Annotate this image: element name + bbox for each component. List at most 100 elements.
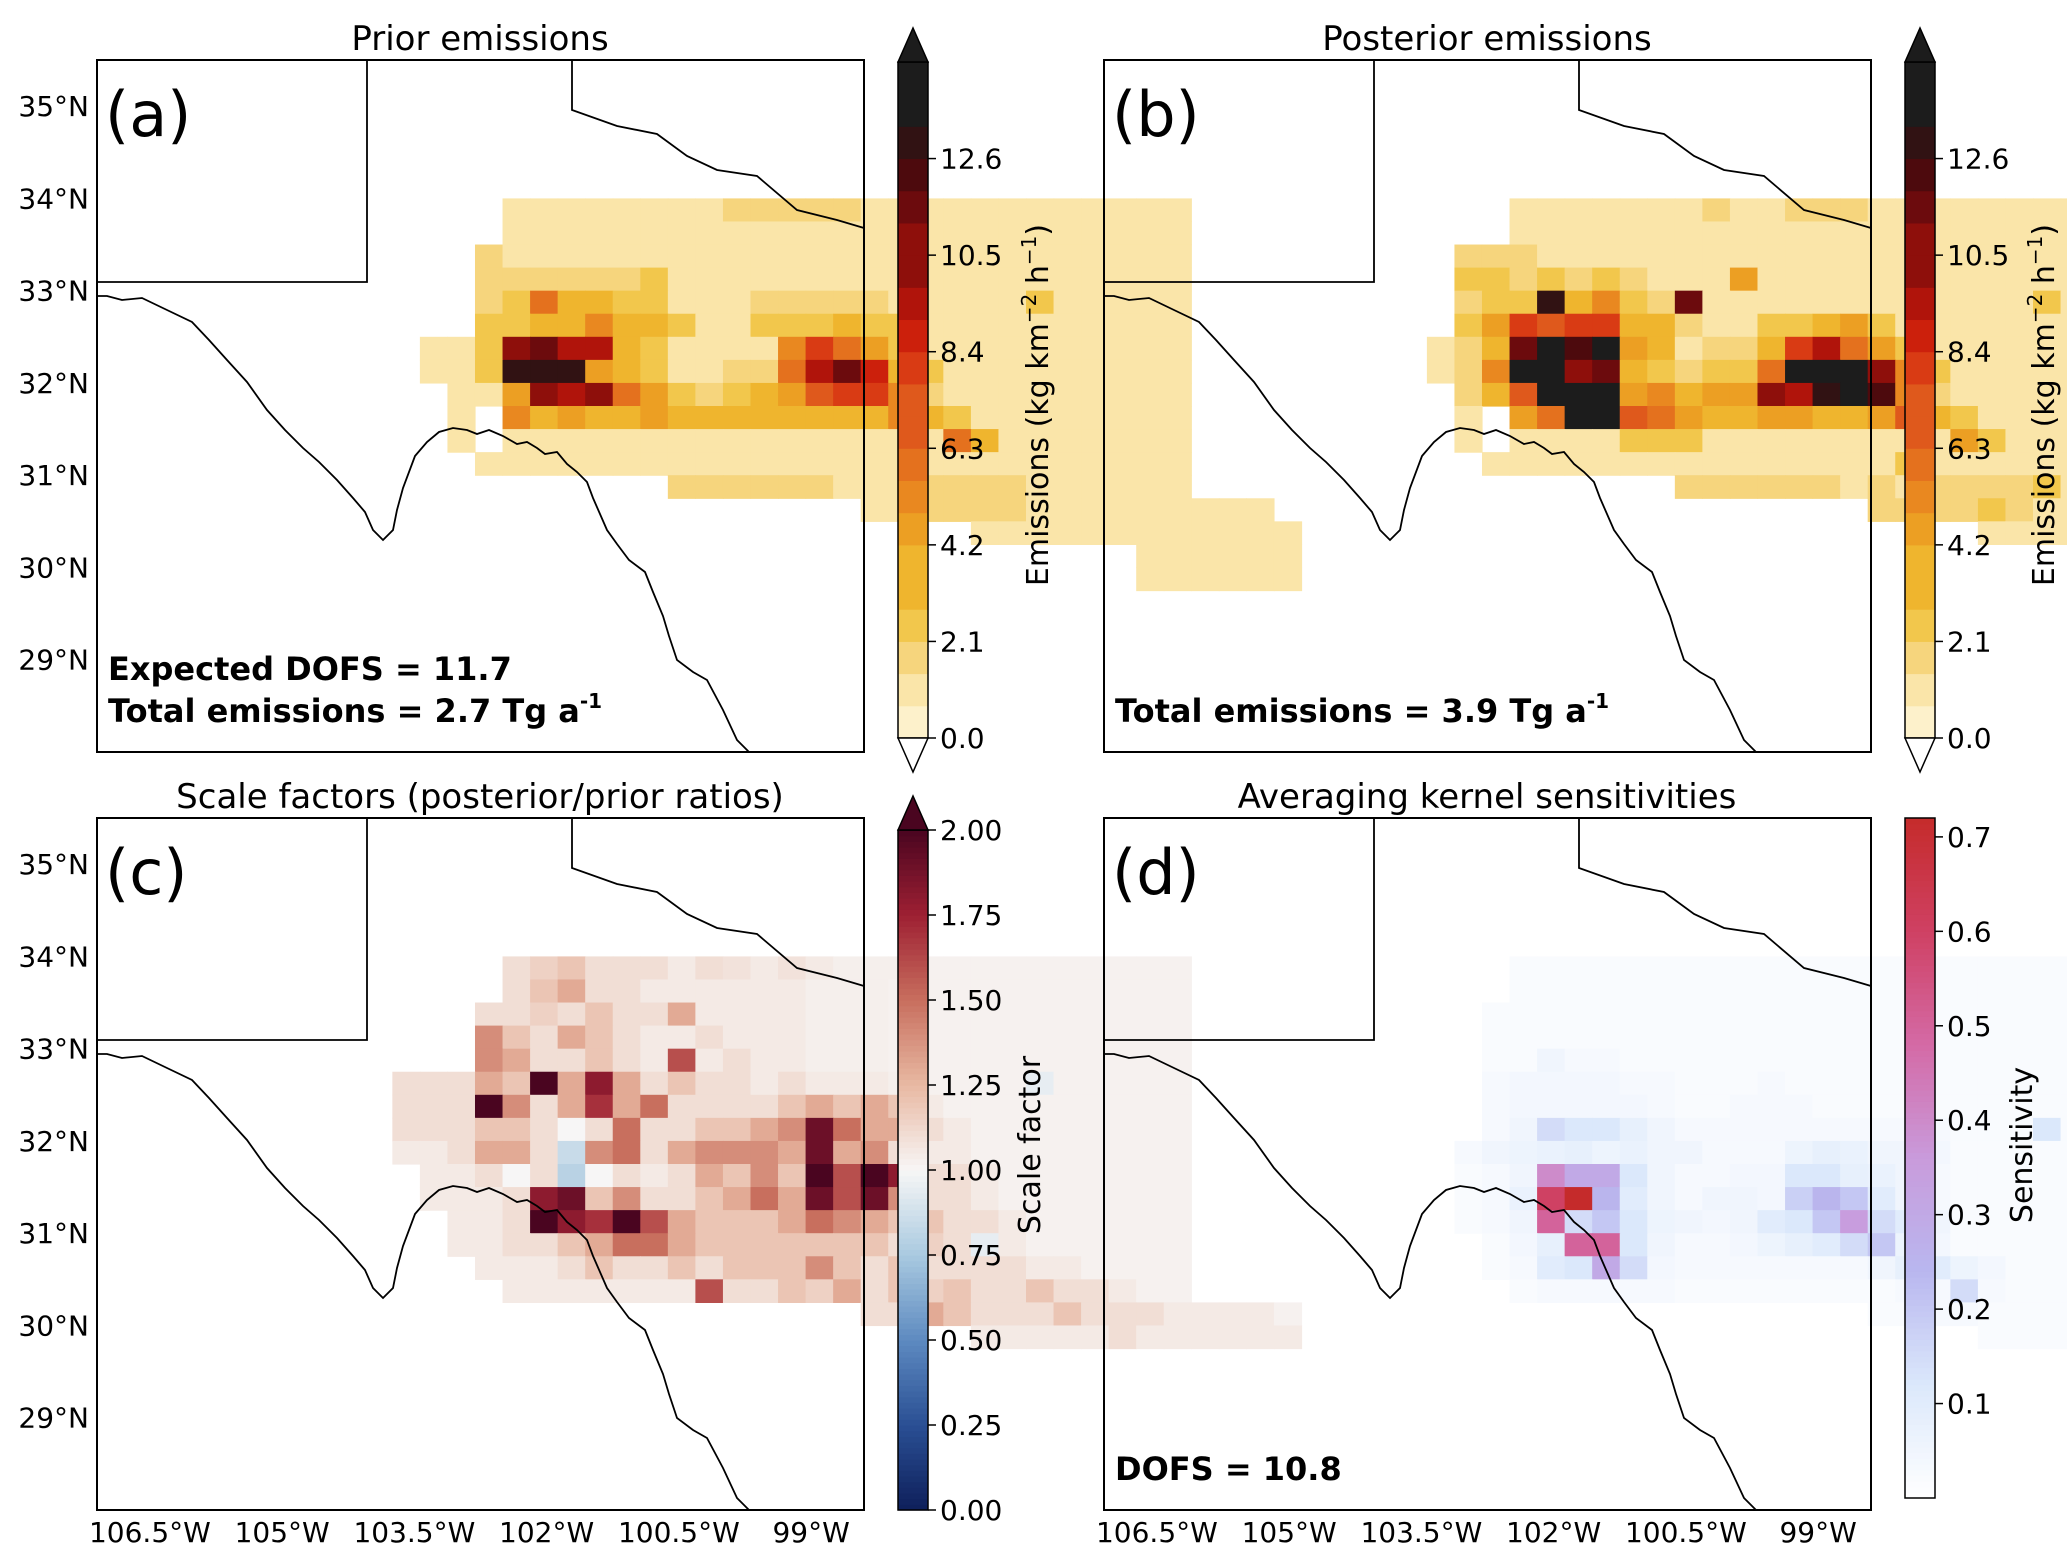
grid-cell xyxy=(1053,1256,1082,1280)
grid-cell xyxy=(1426,336,1456,361)
grid-cell xyxy=(860,1025,889,1050)
grid-cell xyxy=(1081,1233,1110,1257)
grid-cell xyxy=(1592,1164,1621,1188)
grid-cell xyxy=(1163,1071,1192,1096)
grid-cell xyxy=(612,313,641,338)
grid-cell xyxy=(1081,1210,1110,1234)
panhandle-border xyxy=(1578,818,1872,987)
grid-cell xyxy=(722,1025,752,1050)
grid-cell xyxy=(1081,336,1110,361)
grid-cell xyxy=(1867,221,1896,246)
grid-cell xyxy=(1053,336,1082,361)
colorbar-segment xyxy=(898,448,928,481)
grid-cell xyxy=(1108,1140,1137,1165)
grid-cell xyxy=(860,244,889,269)
grid-cell xyxy=(667,1256,696,1280)
grid-cell xyxy=(1757,1094,1786,1119)
colorbar-segment xyxy=(898,920,928,927)
grid-cell xyxy=(943,429,972,453)
grid-cell xyxy=(2033,1048,2062,1073)
grid-cell xyxy=(943,290,972,315)
grid-cell xyxy=(1053,979,1082,1004)
grid-cell xyxy=(1026,452,1055,476)
grid-cell xyxy=(1454,1187,1483,1211)
grid-cell xyxy=(1026,1256,1055,1280)
grid-cell xyxy=(1564,1164,1593,1188)
colorbar-segment xyxy=(898,62,928,95)
grid-cell xyxy=(778,290,807,315)
grid-cell xyxy=(1702,406,1731,430)
grid-cell xyxy=(640,1210,669,1234)
grid-cell xyxy=(750,336,779,361)
grid-cell xyxy=(1950,336,1979,361)
grid-cell xyxy=(970,498,1000,522)
grid-cell xyxy=(943,1117,972,1142)
grid-cell xyxy=(502,1140,531,1165)
grid-cell xyxy=(998,267,1027,292)
grid-cell xyxy=(860,475,889,499)
colorbar-segment xyxy=(1905,544,1935,578)
grid-cell xyxy=(1053,1094,1082,1119)
grid-cell xyxy=(1108,198,1137,223)
grid-cell xyxy=(695,244,724,269)
grid-cell xyxy=(1136,1325,1165,1350)
grid-cell xyxy=(612,290,641,315)
colorbar-segment xyxy=(898,1175,928,1182)
grid-cell xyxy=(1136,244,1165,269)
colorbar-segment xyxy=(898,830,928,837)
grid-cell xyxy=(1647,1071,1676,1096)
grid-cell xyxy=(1081,1140,1110,1165)
grid-cell xyxy=(805,1164,834,1188)
grid-cell xyxy=(1163,1048,1192,1073)
grid-cell xyxy=(2005,1279,2034,1303)
grid-cell xyxy=(1509,1140,1538,1165)
grid-cell xyxy=(667,267,696,292)
colorbar-segment xyxy=(1905,829,1935,836)
panel-a-colorbar-label: Emissions (kg km−2 h−1) xyxy=(1017,224,1056,586)
grid-cell xyxy=(1785,1140,1814,1165)
colorbar-segment xyxy=(898,416,928,449)
grid-cell xyxy=(585,1071,614,1096)
grid-cell xyxy=(1674,290,1703,315)
grid-cell xyxy=(722,267,752,292)
grid-cell xyxy=(1246,1302,1275,1327)
grid-cell xyxy=(1026,336,1055,361)
colorbar-segment xyxy=(1905,988,1935,995)
grid-cell xyxy=(1454,1164,1483,1188)
grid-cell xyxy=(833,1233,862,1257)
grid-cell xyxy=(833,1117,862,1142)
grid-cell xyxy=(1592,336,1621,361)
grid-cell xyxy=(1647,956,1676,981)
grid-cell xyxy=(1081,1002,1110,1027)
grid-cell xyxy=(1053,475,1082,499)
grid-cell xyxy=(1108,1002,1137,1027)
colorbar-tick-label: 1.00 xyxy=(940,1154,1002,1187)
grid-cell xyxy=(2060,1233,2067,1257)
grid-cell xyxy=(1619,313,1648,338)
colorbar-tick-label: 0.2 xyxy=(1947,1293,1992,1326)
colorbar-segment xyxy=(898,94,928,127)
grid-cell xyxy=(1812,429,1841,453)
grid-cell xyxy=(1026,267,1055,292)
grid-cell xyxy=(695,359,724,384)
grid-cell xyxy=(447,1140,476,1165)
colorbar-segment xyxy=(898,1453,928,1460)
colorbar-segment xyxy=(1905,383,1935,417)
grid-cell xyxy=(1647,1210,1676,1234)
colorbar-segment xyxy=(898,1464,928,1471)
colorbar-tick-label: 2.1 xyxy=(1947,625,1992,658)
grid-cell xyxy=(833,1210,862,1234)
colorbar-segment xyxy=(1905,1146,1935,1153)
grid-cell xyxy=(750,1187,779,1211)
grid-cell xyxy=(1136,1187,1165,1211)
lon-tick-label: 102°W xyxy=(499,1516,594,1545)
grid-cell xyxy=(502,290,531,315)
grid-cell xyxy=(1977,1094,2007,1119)
mexico-border xyxy=(97,1053,750,1511)
grid-cell xyxy=(2005,452,2034,476)
colorbar-segment xyxy=(1905,1180,1935,1187)
grid-cell xyxy=(2033,1025,2062,1050)
grid-cell xyxy=(585,336,614,361)
grid-cell xyxy=(1812,244,1841,269)
colorbar-segment xyxy=(1905,948,1935,955)
